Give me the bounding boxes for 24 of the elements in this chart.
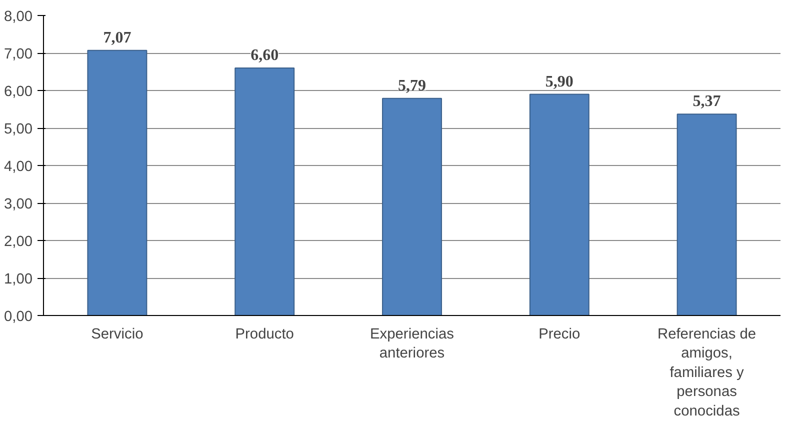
data-label: 7,07 [103, 29, 132, 46]
data-label: 5,90 [545, 73, 574, 90]
x-tick-label: Experiencias anteriores [370, 326, 454, 362]
bar [529, 94, 590, 316]
bar [676, 114, 737, 316]
bar [87, 50, 148, 316]
y-tick-label: 8,00 [4, 9, 33, 25]
x-tick-label: Producto [235, 326, 294, 342]
x-tick-label: Referencias de amigos, familiares y personas conocidas [658, 326, 756, 420]
y-tick-label: 5,00 [4, 122, 33, 138]
bar [234, 68, 295, 316]
y-tick-label: 0,00 [4, 309, 33, 325]
bar [382, 98, 442, 316]
y-tick-label: 3,00 [4, 196, 33, 212]
x-tick-label: Precio [538, 326, 580, 342]
y-tick-label: 7,00 [4, 46, 33, 62]
data-label: 6,60 [250, 47, 279, 64]
y-tick-label: 6,00 [4, 84, 33, 100]
y-tick-label: 2,00 [4, 234, 33, 250]
data-label: 5,79 [398, 77, 426, 94]
y-tick-label: 4,00 [4, 159, 33, 175]
y-tick-label: 1,00 [4, 272, 33, 288]
data-label: 5,37 [692, 93, 721, 110]
x-tick-label: Servicio [91, 326, 144, 342]
